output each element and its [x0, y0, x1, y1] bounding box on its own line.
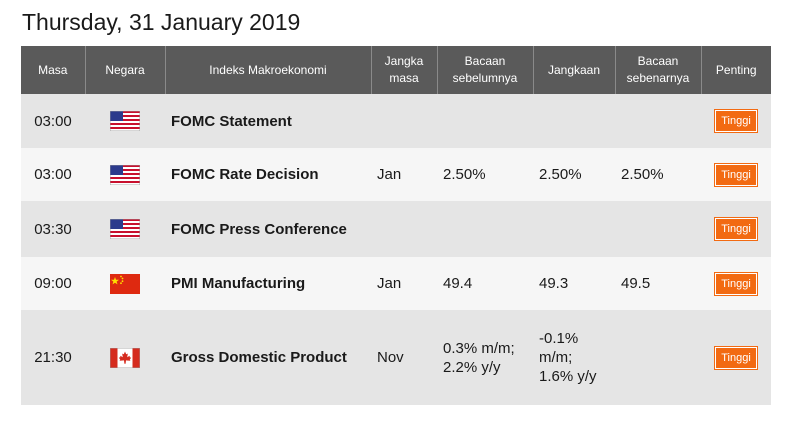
header-previous: Bacaan sebelumnya	[437, 46, 534, 94]
event-forecast	[533, 94, 615, 148]
event-forecast: -0.1% m/m; 1.6% y/y	[533, 310, 615, 405]
table-row[interactable]: 03:00 FOMC Statement Tinggi	[21, 94, 771, 148]
us-flag-icon	[110, 219, 140, 240]
importance-badge: Tinggi	[714, 217, 758, 241]
table-row[interactable]: 03:00 FOMC Rate Decision Jan 2.50% 2.50%…	[21, 148, 771, 201]
event-actual: 49.5	[615, 257, 701, 310]
event-previous: 49.4	[437, 257, 533, 310]
event-time: 03:00	[21, 94, 85, 148]
event-name[interactable]: FOMC Statement	[165, 94, 371, 148]
event-previous	[437, 201, 533, 257]
importance-badge: Tinggi	[714, 271, 758, 296]
page-title: Thursday, 31 January 2019	[22, 9, 301, 35]
event-name[interactable]: FOMC Press Conference	[165, 201, 371, 257]
header-importance: Penting	[701, 46, 771, 94]
event-time: 03:00	[21, 148, 85, 201]
event-time: 21:30	[21, 310, 85, 405]
us-flag-icon	[110, 111, 140, 132]
event-previous	[437, 94, 533, 148]
us-flag-icon	[110, 164, 140, 185]
event-period: Jan	[371, 257, 437, 310]
table-row[interactable]: 21:30 Gross Domestic Product Nov 0.3% m/…	[21, 310, 771, 405]
event-actual	[615, 310, 701, 405]
header-time: Masa	[21, 46, 86, 94]
event-name[interactable]: FOMC Rate Decision	[165, 148, 371, 201]
event-period	[371, 201, 437, 257]
event-actual	[615, 94, 701, 148]
importance-badge: Tinggi	[714, 345, 758, 370]
header-event: Indeks Makroekonomi	[165, 46, 372, 94]
event-period: Nov	[371, 310, 437, 405]
importance-badge: Tinggi	[714, 109, 758, 133]
event-time: 09:00	[21, 257, 85, 310]
event-forecast	[533, 201, 615, 257]
event-actual: 2.50%	[615, 148, 701, 201]
event-previous: 0.3% m/m; 2.2% y/y	[437, 310, 533, 405]
canada-flag-icon	[110, 347, 140, 368]
event-name[interactable]: PMI Manufacturing	[165, 257, 371, 310]
table-row[interactable]: 03:30 FOMC Press Conference Tinggi	[21, 201, 771, 257]
event-forecast: 2.50%	[533, 148, 615, 201]
event-period: Jan	[371, 148, 437, 201]
table-header-row: Masa Negara Indeks Makroekonomi Jangka m…	[21, 46, 771, 94]
event-actual	[615, 201, 701, 257]
event-forecast: 49.3	[533, 257, 615, 310]
event-previous: 2.50%	[437, 148, 533, 201]
event-name[interactable]: Gross Domestic Product	[165, 310, 371, 405]
economic-calendar-table: Masa Negara Indeks Makroekonomi Jangka m…	[21, 46, 771, 405]
header-actual: Bacaan sebenarnya	[615, 46, 702, 94]
header-forecast: Jangkaan	[533, 46, 616, 94]
header-country: Negara	[85, 46, 166, 94]
china-flag-icon	[110, 273, 140, 294]
table-row[interactable]: 09:00 PMI Manufacturing Jan 49.4 49.3 49…	[21, 257, 771, 310]
event-period	[371, 94, 437, 148]
event-time: 03:30	[21, 201, 85, 257]
header-period: Jangka masa	[371, 46, 438, 94]
importance-badge: Tinggi	[714, 162, 758, 187]
